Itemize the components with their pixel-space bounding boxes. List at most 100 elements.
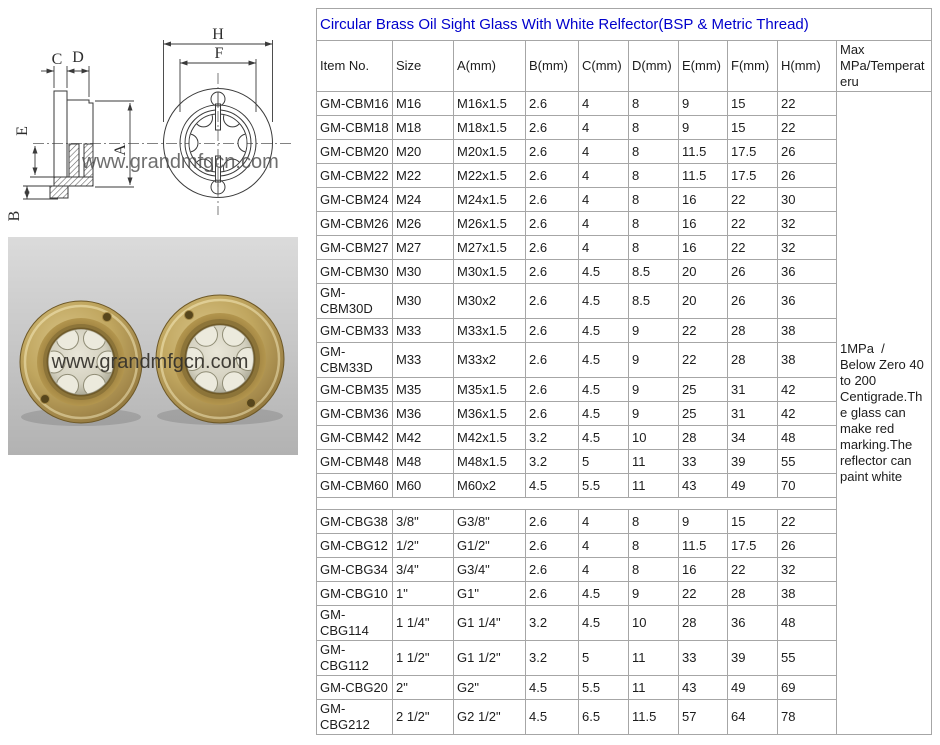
table-cell: 4 xyxy=(578,115,629,140)
table-cell: 1" xyxy=(392,581,454,606)
table-cell: 26 xyxy=(777,533,837,558)
table-cell: 31 xyxy=(727,401,778,426)
table-cell: 2.6 xyxy=(525,401,579,426)
table-cell: 25 xyxy=(678,401,728,426)
table-row: GM-CBG12 1/2" G1/2" 2.6 4 8 11.5 17.5 26 xyxy=(316,533,932,558)
table-cell: 8 xyxy=(628,235,679,260)
table-cell: 17.5 xyxy=(727,139,778,164)
dim-label-h: H xyxy=(212,26,224,43)
table-cell: GM-CBG10 xyxy=(316,581,393,606)
table-cell: 4.5 xyxy=(525,699,579,735)
table-cell: GM-CBG12 xyxy=(316,533,393,558)
table-cell: 39 xyxy=(727,640,778,676)
table-cell: 42 xyxy=(777,377,837,402)
table-cell: GM-CBM33 xyxy=(316,318,393,343)
table-cell: M48x1.5 xyxy=(453,449,526,474)
table-cell: 5.5 xyxy=(578,675,629,700)
table-cell: M27x1.5 xyxy=(453,235,526,260)
page-title: Circular Brass Oil Sight Glass With Whit… xyxy=(315,8,933,41)
table-cell: M24 xyxy=(392,187,454,212)
table-cell: 16 xyxy=(678,187,728,212)
table-cell: 2.6 xyxy=(525,509,579,534)
screw-hole xyxy=(102,312,112,322)
table-cell: 20 xyxy=(678,283,728,319)
col-header-e-mm: E(mm) xyxy=(678,40,728,92)
table-cell: 2.6 xyxy=(525,235,579,260)
table-cell: M35 xyxy=(392,377,454,402)
table-cell: 22 xyxy=(678,318,728,343)
watermark-text: www.grandmfgcn.com xyxy=(51,351,249,373)
table-cell: M30x1.5 xyxy=(453,259,526,284)
table-cell: 16 xyxy=(678,557,728,582)
table-cell: 43 xyxy=(678,473,728,498)
table-cell: 1 1/2" xyxy=(392,640,454,676)
table-cell: M35x1.5 xyxy=(453,377,526,402)
table-cell: M26 xyxy=(392,211,454,236)
table-cell: M22 xyxy=(392,163,454,188)
col-header-item-no: Item No. xyxy=(316,40,393,92)
table-cell: 11 xyxy=(628,449,679,474)
table-cell: 4.5 xyxy=(578,377,629,402)
table-cell: 43 xyxy=(678,675,728,700)
table-cell: M22x1.5 xyxy=(453,163,526,188)
table-cell: M30x2 xyxy=(453,283,526,319)
table-cell: 38 xyxy=(777,342,837,378)
table-cell: 2.6 xyxy=(525,342,579,378)
table-cell: M33 xyxy=(392,342,454,378)
table-cell: 4.5 xyxy=(578,581,629,606)
screw-hole xyxy=(40,394,50,404)
table-cell: 11 xyxy=(628,473,679,498)
technical-drawing: C D E A B H F www.grandmfgcn.c xyxy=(6,26,292,221)
table-cell: 22 xyxy=(727,211,778,236)
table-cell: 48 xyxy=(777,605,837,641)
table-cell: M18x1.5 xyxy=(453,115,526,140)
table-cell: 42 xyxy=(777,401,837,426)
table-cell: GM- CBG212 xyxy=(316,699,393,735)
table-row: GM-CBM18 M18 M18x1.5 2.6 4 8 9 15 22 xyxy=(316,115,932,140)
table-row: GM-CBG114 1 1/4" G1 1/4" 3.2 4.5 10 28 36 48 xyxy=(316,605,932,641)
table-cell: GM-CBM42 xyxy=(316,425,393,450)
table-cell: 4.5 xyxy=(578,318,629,343)
table-cell: 8 xyxy=(628,509,679,534)
dim-label-d: D xyxy=(72,49,84,66)
table-cell: M18 xyxy=(392,115,454,140)
table-cell: 4.5 xyxy=(578,401,629,426)
table-cell: 32 xyxy=(777,557,837,582)
table-cell: GM-CBG114 xyxy=(316,605,393,641)
table-cell: 31 xyxy=(727,377,778,402)
table-cell: 26 xyxy=(727,283,778,319)
table-cell: 70 xyxy=(777,473,837,498)
table-cell: 22 xyxy=(727,187,778,212)
table-cell: 4 xyxy=(578,533,629,558)
table-row: GM- CBM33D M33 M33x2 2.6 4.5 9 22 28 38 xyxy=(316,342,932,378)
table-cell: 2.6 xyxy=(525,139,579,164)
table-cell: 4 xyxy=(578,91,629,116)
table-cell: M36 xyxy=(392,401,454,426)
table-cell: 3.2 xyxy=(525,425,579,450)
table-cell: 11.5 xyxy=(678,163,728,188)
table-cell: 22 xyxy=(678,581,728,606)
table-row: GM-CBM48 M48 M48x1.5 3.2 5 11 33 39 55 xyxy=(316,449,932,474)
table-cell: 38 xyxy=(777,581,837,606)
table-cell: GM-CBM18 xyxy=(316,115,393,140)
table-cell: 8 xyxy=(628,533,679,558)
table-cell: 6.5 xyxy=(578,699,629,735)
table-cell: 34 xyxy=(727,425,778,450)
max-note-cell: 1MPa / Below Zero 40 to 200 Centigrade.T… xyxy=(835,91,933,735)
table-cell: M60x2 xyxy=(453,473,526,498)
table-cell: GM-CBM22 xyxy=(316,163,393,188)
table-cell: 22 xyxy=(777,91,837,116)
table-cell: 33 xyxy=(678,449,728,474)
table-cell: GM-CBM24 xyxy=(316,187,393,212)
table-cell: 8 xyxy=(628,163,679,188)
table-cell: G3/8" xyxy=(453,509,526,534)
col-header-d-mm: D(mm) xyxy=(628,40,679,92)
table-cell: 28 xyxy=(727,342,778,378)
table-cell: 49 xyxy=(727,675,778,700)
table-row: GM-CBG10 1" G1" 2.6 4.5 9 22 28 38 xyxy=(316,581,932,606)
table-cell: GM-CBM36 xyxy=(316,401,393,426)
table-cell: 4 xyxy=(578,187,629,212)
table-cell: M26x1.5 xyxy=(453,211,526,236)
table-cell: 28 xyxy=(727,318,778,343)
table-cell: 22 xyxy=(777,115,837,140)
